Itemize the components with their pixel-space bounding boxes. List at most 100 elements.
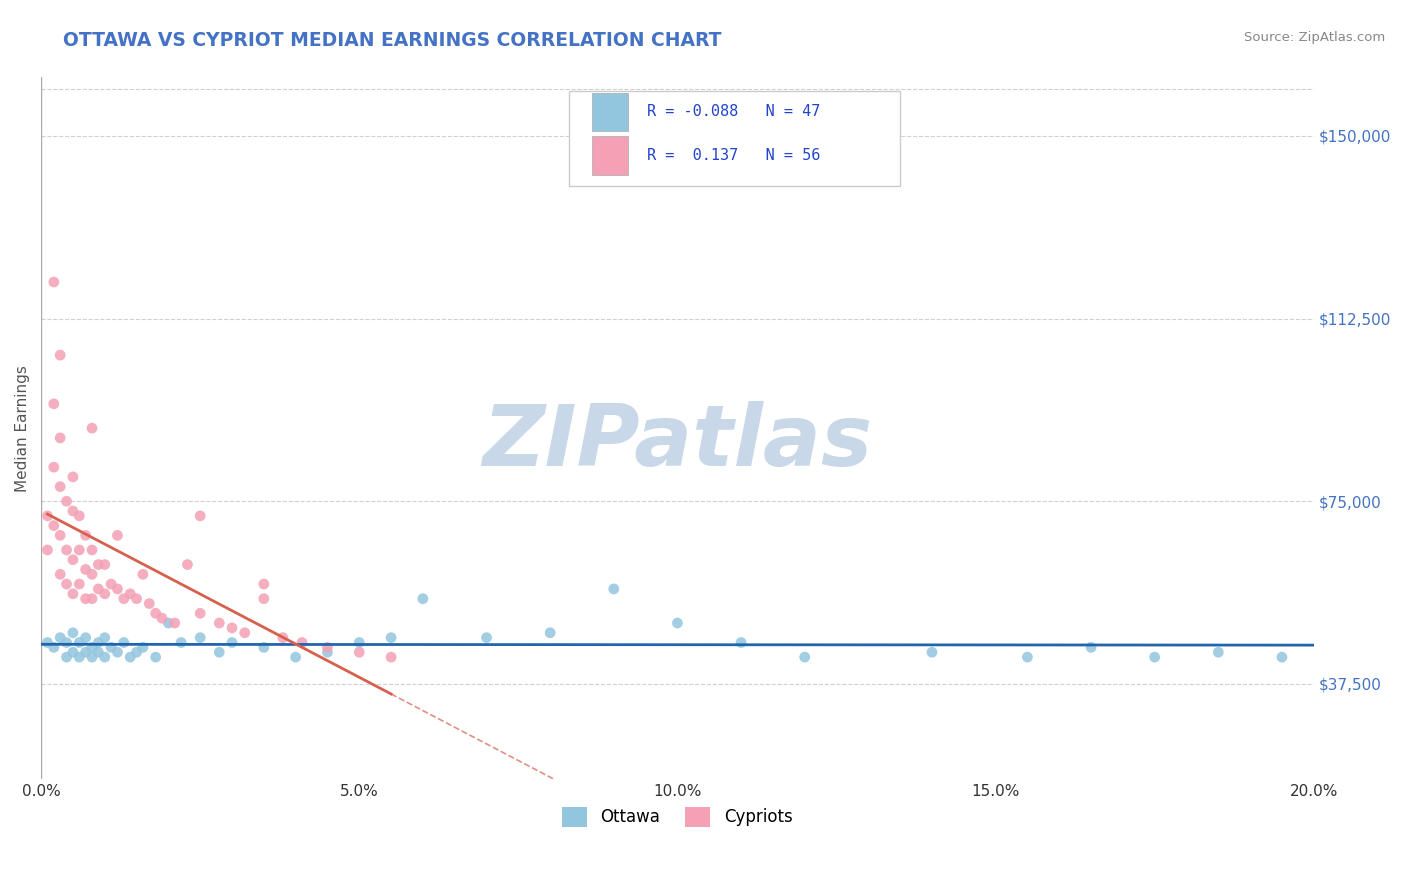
Point: [120, 650, 142, 665]
Point: [93, 650, 115, 665]
Point: [80, 421, 103, 435]
Point: [75, 645, 97, 659]
FancyBboxPatch shape: [569, 92, 900, 186]
Point: [112, 591, 135, 606]
Point: [49, 348, 72, 362]
Point: [125, 645, 148, 659]
Point: [80, 567, 103, 582]
Point: [253, 577, 276, 591]
Point: [163, 615, 186, 630]
Point: [55, 650, 77, 665]
Point: [93, 558, 115, 572]
Point: [176, 558, 198, 572]
Point: [730, 635, 752, 649]
Point: [188, 631, 211, 645]
Point: [42, 460, 65, 475]
Point: [132, 640, 155, 655]
Point: [1271, 650, 1294, 665]
Point: [87, 645, 110, 659]
Point: [793, 650, 815, 665]
Point: [132, 567, 155, 582]
Text: Source: ZipAtlas.com: Source: ZipAtlas.com: [1244, 31, 1385, 45]
Point: [100, 640, 122, 655]
Point: [55, 543, 77, 558]
Point: [921, 645, 943, 659]
Point: [125, 591, 148, 606]
Point: [145, 650, 167, 665]
Point: [93, 587, 115, 601]
Point: [221, 621, 243, 635]
Point: [412, 591, 434, 606]
Point: [75, 591, 97, 606]
Point: [80, 640, 103, 655]
Point: [120, 587, 142, 601]
Point: [380, 631, 402, 645]
Point: [42, 640, 65, 655]
Point: [75, 562, 97, 576]
Point: [170, 635, 193, 649]
Point: [55, 494, 77, 508]
Point: [253, 591, 276, 606]
Point: [62, 504, 84, 518]
Point: [291, 635, 314, 649]
Point: [80, 650, 103, 665]
Point: [75, 631, 97, 645]
Point: [603, 582, 626, 596]
Point: [208, 615, 231, 630]
Point: [1143, 650, 1166, 665]
Point: [107, 528, 129, 542]
Point: [538, 625, 561, 640]
FancyBboxPatch shape: [592, 93, 628, 131]
Point: [112, 635, 135, 649]
Point: [349, 645, 371, 659]
Point: [157, 615, 180, 630]
Point: [233, 625, 256, 640]
Point: [145, 607, 167, 621]
Point: [75, 528, 97, 542]
Point: [150, 611, 173, 625]
Point: [1208, 645, 1230, 659]
Point: [67, 577, 90, 591]
Point: [380, 650, 402, 665]
Point: [221, 635, 243, 649]
Point: [100, 577, 122, 591]
Point: [1080, 640, 1102, 655]
Point: [80, 543, 103, 558]
Text: R =  0.137   N = 56: R = 0.137 N = 56: [647, 148, 820, 163]
Point: [107, 645, 129, 659]
Point: [666, 615, 689, 630]
Text: ZIPatlas: ZIPatlas: [482, 401, 873, 483]
Point: [67, 635, 90, 649]
Point: [62, 587, 84, 601]
Point: [188, 607, 211, 621]
Text: OTTAWA VS CYPRIOT MEDIAN EARNINGS CORRELATION CHART: OTTAWA VS CYPRIOT MEDIAN EARNINGS CORREL…: [63, 31, 721, 50]
Point: [87, 558, 110, 572]
Point: [49, 480, 72, 494]
Point: [67, 543, 90, 558]
Text: R = -0.088   N = 47: R = -0.088 N = 47: [647, 104, 820, 120]
Point: [253, 640, 276, 655]
Point: [67, 650, 90, 665]
Point: [62, 625, 84, 640]
Point: [49, 528, 72, 542]
Point: [475, 631, 498, 645]
Point: [55, 577, 77, 591]
Point: [188, 508, 211, 523]
Point: [208, 645, 231, 659]
Point: [62, 552, 84, 566]
Point: [37, 543, 59, 558]
Point: [107, 582, 129, 596]
Point: [316, 645, 339, 659]
Point: [37, 635, 59, 649]
Point: [93, 631, 115, 645]
Y-axis label: Median Earnings: Median Earnings: [15, 365, 30, 491]
Point: [62, 470, 84, 484]
Point: [49, 631, 72, 645]
Point: [42, 518, 65, 533]
Point: [1017, 650, 1039, 665]
Point: [349, 635, 371, 649]
Point: [49, 431, 72, 445]
Point: [42, 397, 65, 411]
Legend: Ottawa, Cypriots: Ottawa, Cypriots: [555, 800, 799, 834]
Point: [37, 508, 59, 523]
